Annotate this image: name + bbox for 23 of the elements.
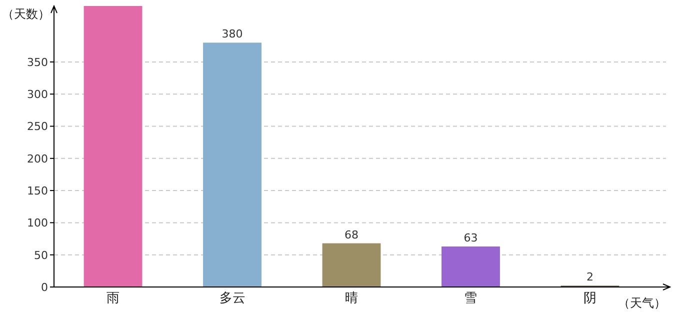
y-axis-title: （天数） — [2, 7, 50, 21]
data-label: 63 — [464, 231, 478, 244]
y-tick-label: 350 — [27, 56, 48, 69]
x-tick-label: 雪 — [464, 291, 478, 306]
bar — [203, 42, 262, 287]
bar — [84, 6, 142, 287]
data-label: 68 — [344, 228, 358, 242]
bar — [442, 246, 500, 287]
y-tick-label: 100 — [27, 216, 48, 230]
x-axis-title: （天气） — [618, 296, 666, 310]
y-tick-label: 150 — [27, 184, 48, 198]
data-label: 380 — [222, 28, 243, 41]
bar — [322, 243, 381, 287]
y-tick-label: 50 — [34, 248, 48, 262]
y-tick-label: 0 — [41, 281, 48, 294]
x-tick-label: 雨 — [106, 291, 120, 306]
y-tick-label: 300 — [27, 88, 48, 102]
y-tick-label: 200 — [27, 152, 48, 166]
x-tick-label: 多云 — [219, 291, 246, 306]
x-tick-label: 阴 — [583, 291, 596, 306]
y-tick-label: 250 — [27, 120, 48, 134]
data-label: 2 — [586, 270, 594, 284]
x-tick-label: 晴 — [345, 291, 358, 306]
